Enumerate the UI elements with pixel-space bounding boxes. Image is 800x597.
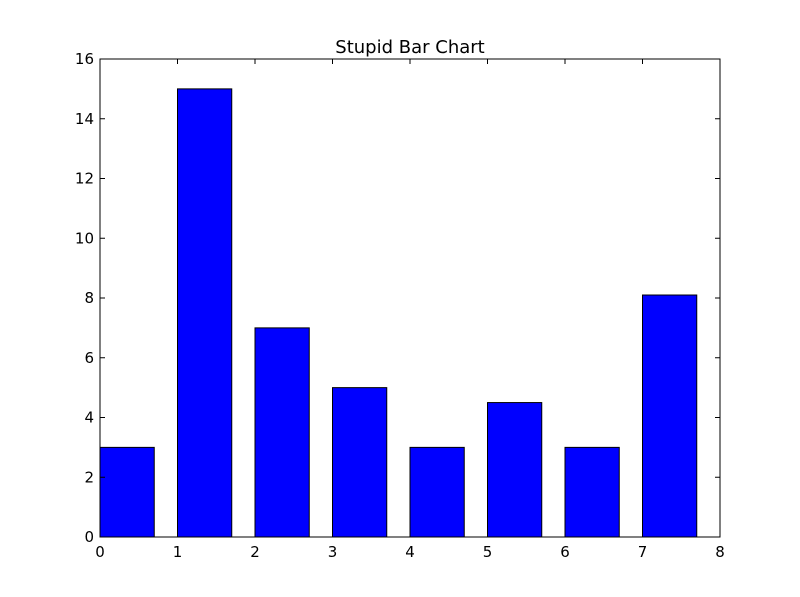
bar-1 [177,88,233,538]
x-tick-label: 5 [483,543,493,561]
x-tick-label: 8 [715,543,725,561]
bar-2 [254,327,310,538]
y-tick-labels: 0 2 4 6 8 10 12 14 16 [75,50,94,546]
bar-7 [642,294,698,538]
y-tick-label: 10 [75,229,94,247]
x-tick-label: 0 [95,543,105,561]
y-tick-label: 4 [84,409,94,427]
bar-0 [99,446,155,538]
chart-title: Stupid Bar Chart [335,37,484,58]
x-tick-label: 2 [250,543,260,561]
bar-3 [332,387,388,538]
y-tick-label: 6 [84,349,94,367]
x-tick-label: 3 [328,543,338,561]
x-tick-label: 4 [405,543,415,561]
y-tick-label: 16 [75,50,94,68]
y-tick-label: 8 [84,289,94,307]
bar-6 [564,446,620,538]
x-tick-label: 6 [560,543,570,561]
x-tick-label: 7 [638,543,648,561]
bars-group [99,88,698,538]
y-tick-label: 2 [84,468,94,486]
x-tick-labels: 0 1 2 3 4 5 6 7 8 [95,543,725,561]
ticks-group [99,58,721,538]
bar-5 [487,402,543,538]
bar-4 [409,446,465,538]
x-tick-label: 1 [173,543,183,561]
y-tick-label: 14 [75,110,94,128]
y-tick-label: 0 [84,528,94,546]
y-tick-label: 12 [75,170,94,188]
